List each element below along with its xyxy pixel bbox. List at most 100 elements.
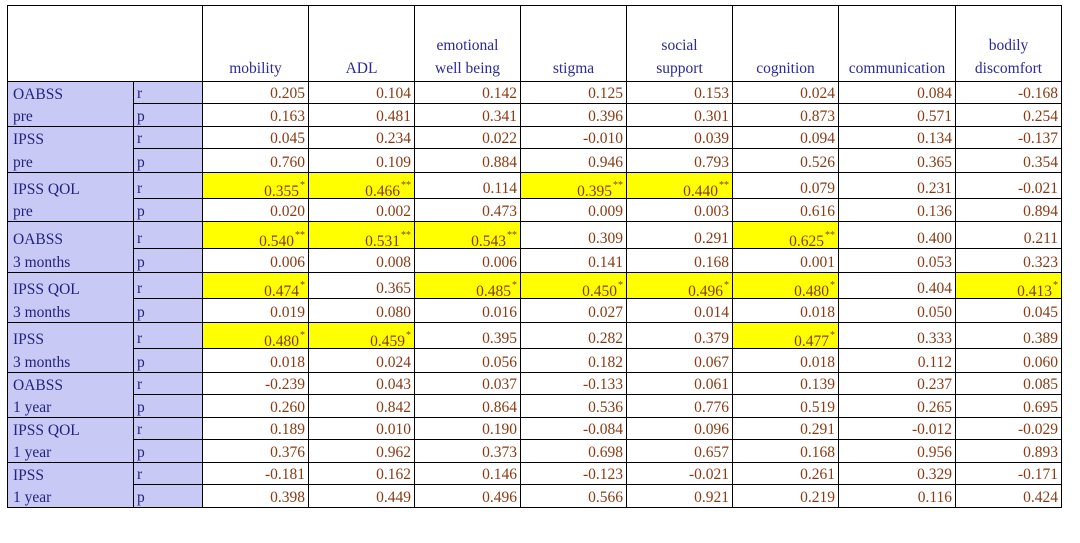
r-value-cell: 0.404 — [838, 272, 956, 299]
p-value-cell: 0.006 — [202, 248, 309, 273]
r-value: 0.205 — [270, 85, 305, 102]
column-header-text: well being — [435, 60, 500, 77]
r-value: 0.625** — [789, 229, 835, 249]
p-value-cell: 0.323 — [955, 248, 1062, 273]
significance-marker: ** — [295, 229, 305, 241]
column-header-text: bodily — [988, 37, 1029, 54]
r-value-cell: 0.291 — [626, 221, 733, 249]
p-value-cell: 0.182 — [520, 348, 627, 373]
r-value-cell: -0.010 — [520, 126, 627, 149]
r-value: 0.355* — [264, 179, 305, 199]
table-row: IPSS r 0.480* 0.459* 0.395 0.282 0.379 0.477* 0.… — [7, 322, 1062, 349]
p-value-cell: 0.616 — [732, 198, 839, 222]
p-value-cell: 0.793 — [626, 148, 733, 173]
r-value-cell: 0.190 — [414, 417, 521, 440]
significance-marker: ** — [825, 229, 835, 241]
p-value-cell: 0.002 — [308, 198, 415, 222]
stat-label-r: r — [133, 221, 203, 249]
column-header-text: cognition — [756, 60, 815, 77]
p-value-cell: 0.398 — [202, 484, 309, 508]
significance-marker: * — [300, 179, 305, 191]
table-row: 3 months p 0.019 0.080 0.016 0.027 0.014 0.018 0… — [7, 298, 1062, 323]
p-value-cell: 0.053 — [838, 248, 956, 273]
stat-label-p: p — [133, 103, 203, 127]
timepoint-name: 3 months — [7, 348, 134, 373]
significance-marker: ** — [719, 179, 729, 191]
p-value-cell: 0.020 — [202, 198, 309, 222]
r-value-cell: 0.234 — [308, 126, 415, 149]
r-value: 0.045 — [270, 130, 305, 147]
significance-marker: * — [618, 279, 623, 291]
r-value-cell: 0.084 — [838, 81, 956, 104]
r-value: 0.037 — [482, 376, 517, 393]
p-value-cell: 0.449 — [308, 484, 415, 508]
r-value: 0.142 — [482, 85, 517, 102]
column-header-text: social — [661, 37, 698, 54]
significance-marker: * — [830, 329, 835, 341]
r-value-cell: -0.168 — [955, 81, 1062, 104]
p-value-cell: 0.776 — [626, 394, 733, 418]
r-value: 0.134 — [917, 130, 952, 147]
column-header-text: mobility — [229, 60, 282, 77]
significance-marker: ** — [507, 229, 517, 241]
r-value: 0.450* — [582, 279, 623, 299]
column-header-text: stigma — [552, 60, 595, 77]
r-value: 0.010 — [376, 421, 411, 438]
r-value-cell: -0.029 — [955, 417, 1062, 440]
table-row: pre p 0.020 0.002 0.473 0.009 0.003 0.616 0.136 0… — [7, 198, 1062, 222]
r-value: 0.480* — [794, 279, 835, 299]
r-value-cell: 0.480* — [202, 322, 309, 349]
table-row: 1 year p 0.376 0.962 0.373 0.698 0.657 0.168 0.9… — [7, 439, 1062, 463]
r-value: 0.094 — [800, 130, 835, 147]
r-value: 0.211 — [1023, 230, 1058, 247]
p-value-cell: 0.842 — [308, 394, 415, 418]
p-value-cell: 0.018 — [732, 348, 839, 373]
r-value: 0.024 — [800, 85, 835, 102]
r-value-cell: 0.146 — [414, 462, 521, 485]
r-value-cell: -0.181 — [202, 462, 309, 485]
r-value: 0.389 — [1023, 330, 1058, 347]
r-value: 0.531** — [365, 229, 411, 249]
r-value: 0.114 — [482, 180, 517, 197]
p-value-cell: 0.396 — [520, 103, 627, 127]
table-row: IPSS r -0.181 0.162 0.146 -0.123 -0.021 0.261 0.… — [7, 462, 1062, 485]
significance-marker: * — [1053, 279, 1058, 291]
p-value-cell: 0.571 — [838, 103, 956, 127]
p-value-cell: 0.695 — [955, 394, 1062, 418]
column-header-communication: communication — [838, 5, 956, 82]
r-value: 0.291 — [694, 230, 729, 247]
p-value-cell: 0.864 — [414, 394, 521, 418]
p-value-cell: 0.116 — [838, 484, 956, 508]
r-value: 0.061 — [694, 376, 729, 393]
stat-label-p: p — [133, 348, 203, 373]
p-value-cell: 0.006 — [414, 248, 521, 273]
p-value-cell: 0.168 — [626, 248, 733, 273]
p-value-cell: 0.163 — [202, 103, 309, 127]
r-value-cell: 0.024 — [732, 81, 839, 104]
table-row: pre p 0.163 0.481 0.341 0.396 0.301 0.873 0.571 0… — [7, 103, 1062, 127]
r-value-cell: 0.625** — [732, 221, 839, 249]
table-row: OABSS r 0.540** 0.531** 0.543** 0.309 0.291 0.6… — [7, 221, 1062, 249]
column-header-cognition: cognition — [732, 5, 839, 82]
r-value: 0.400 — [917, 230, 952, 247]
header-blank-cell — [7, 5, 203, 82]
p-value-cell: 0.873 — [732, 103, 839, 127]
r-value: 0.084 — [917, 85, 952, 102]
r-value-cell: 0.094 — [732, 126, 839, 149]
p-value-cell: 0.254 — [955, 103, 1062, 127]
p-value-cell: 0.893 — [955, 439, 1062, 463]
table-row: OABSS r -0.239 0.043 0.037 -0.133 0.061 0.139 0.… — [7, 372, 1062, 395]
r-value-cell: 0.045 — [202, 126, 309, 149]
table-row: IPSS QOL r 0.189 0.010 0.190 -0.084 0.096 0.291… — [7, 417, 1062, 440]
stat-label-r: r — [133, 322, 203, 349]
p-value-cell: 0.260 — [202, 394, 309, 418]
p-value-cell: 0.481 — [308, 103, 415, 127]
r-value: -0.084 — [582, 421, 623, 438]
p-value-cell: 0.956 — [838, 439, 956, 463]
r-value: -0.133 — [582, 376, 623, 393]
r-value-cell: 0.061 — [626, 372, 733, 395]
r-value: 0.477* — [794, 329, 835, 349]
p-value-cell: 0.376 — [202, 439, 309, 463]
r-value-cell: -0.021 — [955, 172, 1062, 199]
p-value-cell: 0.027 — [520, 298, 627, 323]
